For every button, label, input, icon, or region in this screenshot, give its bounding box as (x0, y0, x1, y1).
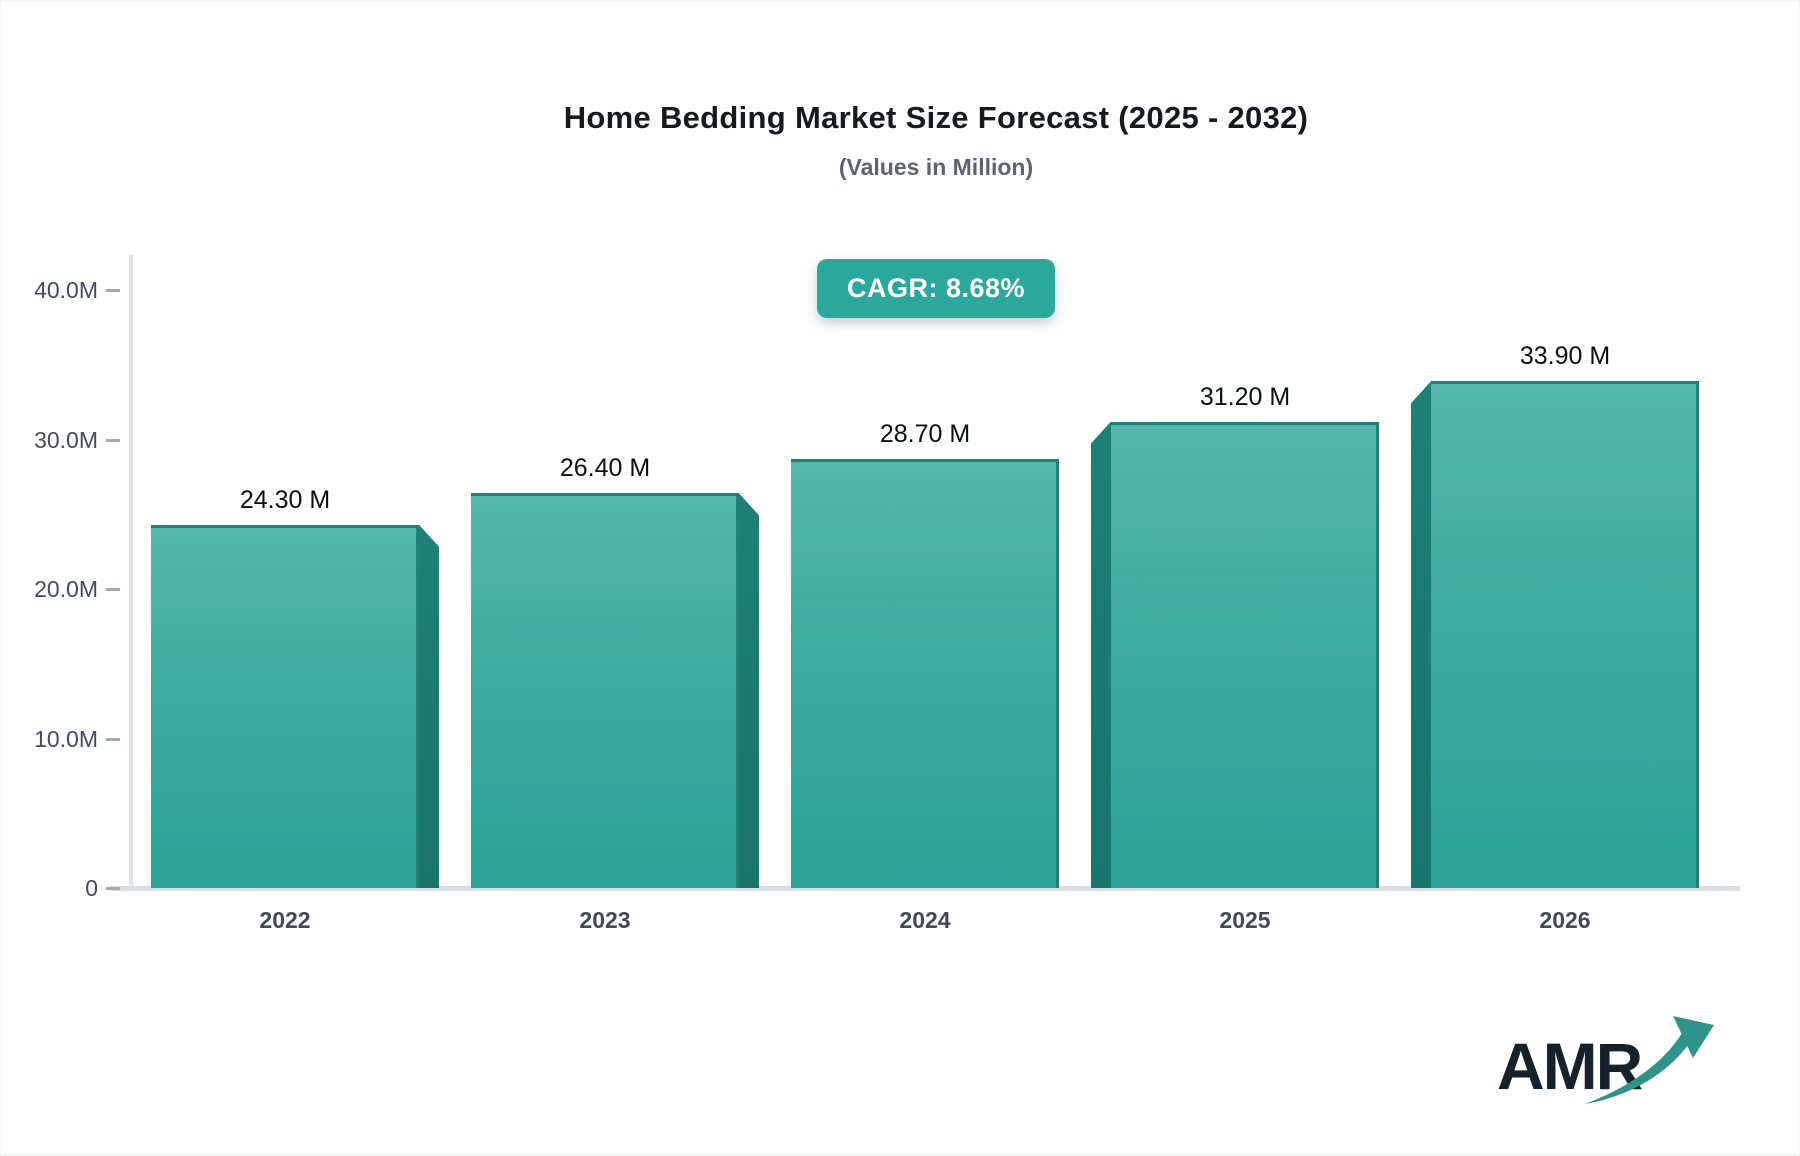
growth-arrow-icon (1585, 1016, 1714, 1104)
bar-3d-side (1091, 421, 1111, 888)
cagr-badge: CAGR: 8.68% (816, 259, 1056, 318)
y-axis-line (129, 255, 133, 891)
chart-header: Home Bedding Market Size Forecast (2025 … (131, 2, 1741, 318)
bar-value-label: 26.40 M (559, 454, 651, 483)
bar-2024 (791, 458, 1059, 888)
y-axis-tick-label: 10.0M (34, 725, 98, 752)
bar-value-label: 28.70 M (879, 419, 971, 448)
bar-3d-side (739, 493, 759, 888)
bar-3d-side (419, 524, 439, 888)
y-axis-tick-mark (106, 737, 120, 741)
x-axis-category-label: 2023 (579, 907, 631, 933)
y-axis-tick-mark (106, 887, 120, 890)
y-axis-tick-mark (106, 438, 120, 442)
bar-value-label: 31.20 M (1199, 382, 1291, 411)
x-axis-category-label: 2026 (1539, 907, 1591, 933)
page-title: Home Bedding Market Size Forecast (2025 … (563, 100, 1309, 135)
bar-2022 (151, 524, 419, 888)
amr-logo: AMR (1497, 1016, 1714, 1108)
bar-2023 (471, 493, 739, 888)
bar-value-label: 33.90 M (1519, 342, 1611, 371)
y-axis-tick-label: 20.0M (34, 576, 98, 602)
x-axis-category-label: 2024 (899, 907, 951, 933)
y-axis-tick-label: 40.0M (34, 277, 98, 303)
x-axis-category-label: 2022 (259, 907, 311, 933)
bar-value-label: 24.30 M (239, 485, 331, 514)
bar-3d-side (1411, 381, 1431, 888)
page-subtitle: (Values in Million) (838, 154, 1034, 180)
bar-2026 (1431, 381, 1699, 888)
y-axis-tick-label: 0 (85, 875, 98, 901)
x-axis-baseline (110, 886, 1740, 891)
y-axis-tick-mark (106, 289, 120, 292)
y-axis-tick-mark (106, 588, 120, 591)
x-axis-category-label: 2025 (1219, 907, 1271, 933)
bar-2025 (1111, 421, 1379, 888)
y-axis-tick-label: 30.0M (34, 426, 98, 453)
